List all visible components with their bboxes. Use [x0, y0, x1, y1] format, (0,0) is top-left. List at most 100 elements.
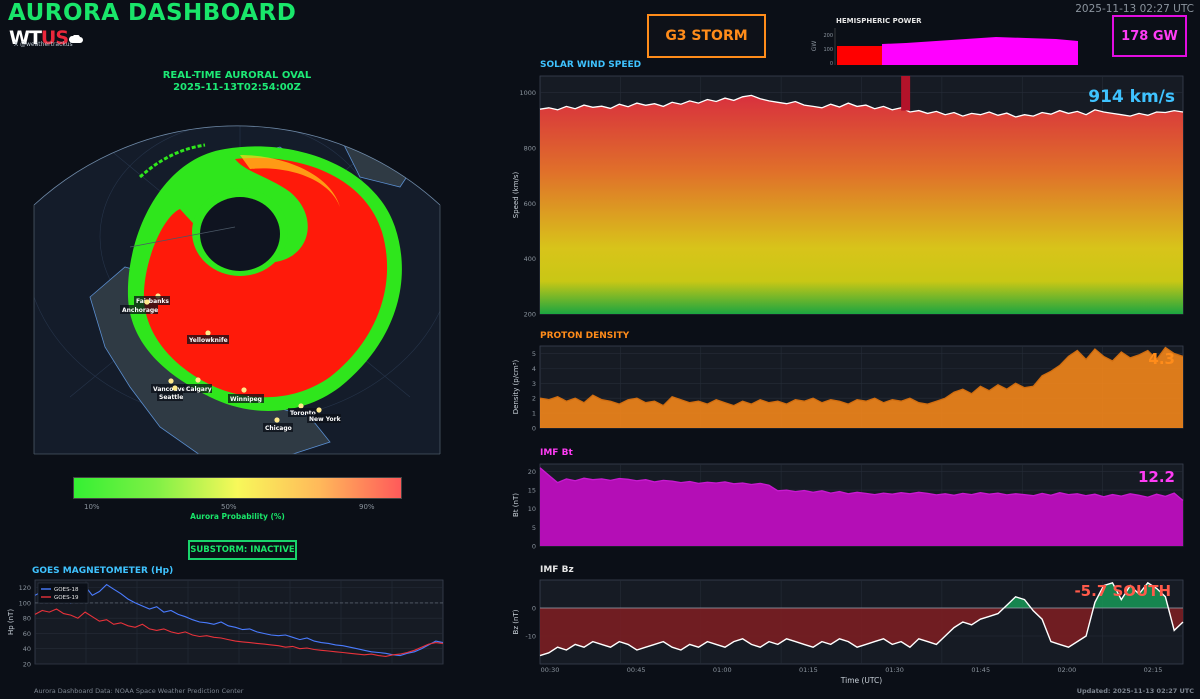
series-line: [539, 94, 1184, 118]
colorbar-tick-10: 10%: [84, 503, 100, 511]
y-tick-label: 4: [532, 365, 536, 373]
y-axis-label: Speed (km/s): [512, 171, 520, 218]
north-area: [540, 582, 1183, 608]
y-tick-label: 20: [23, 661, 31, 669]
hemispheric-power-title: HEMISPHERIC POWER: [836, 17, 922, 25]
city-label: New York: [309, 416, 342, 423]
series-line: [539, 467, 1184, 501]
x-tick-label: 02:00: [1057, 666, 1076, 674]
city-marker: New York: [307, 407, 342, 423]
proton-density-title: PROTON DENSITY: [540, 331, 630, 341]
hp-axis-label: GW: [811, 41, 818, 52]
y-tick-label: 600: [524, 200, 536, 208]
aurora-oval-timestamp: 2025-11-13T02:54:00Z: [173, 82, 301, 93]
y-tick-label: 100: [19, 599, 31, 607]
solar-wind-title: SOLAR WIND SPEED: [540, 60, 642, 70]
hp-tick-200: 200: [823, 33, 833, 39]
y-axis-label: Bz (nT): [512, 609, 520, 634]
hp-tick-0: 0: [830, 61, 833, 67]
x-tick-label: 00:45: [627, 666, 646, 674]
city-label: Calgary: [186, 386, 212, 393]
colorbar-tick-90: 90%: [359, 503, 375, 511]
city-marker: Chicago: [263, 417, 293, 432]
y-tick-label: 40: [23, 645, 31, 653]
aurora-oval-title-line1: REAL-TIME AURORAL OVAL: [162, 70, 312, 81]
city-label: Toronto: [290, 410, 316, 417]
y-tick-label: 3: [532, 380, 536, 388]
app-title: AURORA DASHBOARD: [8, 0, 297, 26]
hp-bar-moderate: [837, 46, 882, 65]
series-area: [540, 467, 1183, 546]
y-tick-label: 2: [532, 395, 536, 403]
city-marker: Anchorage: [120, 299, 158, 314]
y-tick-label: -10: [525, 633, 536, 641]
cloud-icon: [69, 34, 84, 43]
current-value: -5.7 SOUTH: [1074, 582, 1171, 600]
x-tick-label: 01:30: [885, 666, 904, 674]
hemispheric-power-chart: GW 200 100 0: [811, 28, 1078, 67]
logo-handle: X @weathertrackus: [14, 41, 73, 48]
current-value: 12.2: [1138, 468, 1175, 486]
footer-source: Aurora Dashboard Data: NOAA Space Weathe…: [34, 687, 244, 695]
series-line: [34, 583, 444, 657]
hp-bar-high: [882, 37, 1078, 65]
solar-wind-chart: 200 400 600 800 1000 Speed (km/s) 914 km/s: [512, 75, 1184, 319]
series-line: [539, 581, 1184, 657]
y-tick-label: 200: [524, 311, 536, 319]
y-tick-label: 120: [19, 584, 31, 592]
storm-level-badge: G3 STORM: [647, 14, 766, 58]
y-tick-label: 20: [528, 468, 536, 476]
y-tick-label: 5: [532, 524, 536, 532]
city-label: Fairbanks: [136, 298, 169, 305]
south-area: [540, 608, 1183, 656]
y-tick-label: 10: [528, 505, 536, 513]
series-line: [34, 608, 444, 657]
x-tick-label: 00:30: [541, 666, 560, 674]
city-label: Seattle: [159, 394, 183, 401]
city-marker: Winnipeg: [228, 387, 264, 403]
series-area: [540, 95, 1183, 315]
x-tick-label: 01:00: [713, 666, 732, 674]
x-axis-label: Time (UTC): [840, 676, 883, 685]
legend-entry: GOES-18: [54, 587, 79, 593]
y-tick-label: 800: [524, 144, 536, 152]
hp-tick-100: 100: [823, 47, 833, 53]
y-tick-label: 5: [532, 350, 536, 358]
goes-chart: 20 40 60 80 100 120 Hp (nT) GOES-18 GOES-19: [7, 579, 444, 669]
logo-accent: US: [40, 27, 69, 49]
y-tick-label: 1000: [519, 89, 536, 97]
city-marker: Calgary: [184, 377, 212, 393]
city-marker: Toronto: [288, 403, 318, 417]
y-tick-label: 0: [532, 605, 536, 613]
y-tick-label: 80: [23, 615, 31, 623]
series-area: [540, 347, 1183, 428]
y-tick-label: 0: [532, 425, 536, 433]
imf-bz-title: IMF Bz: [540, 565, 574, 575]
x-tick-label: 02:15: [1144, 666, 1163, 674]
imf-bt-title: IMF Bt: [540, 448, 573, 458]
footer-updated: Updated: 2025-11-13 02:27 UTC: [1076, 687, 1194, 695]
imf-bt-chart: 0 5 10 15 20 Bt (nT) 12.2: [512, 463, 1184, 551]
probability-colorbar: [73, 477, 402, 499]
y-tick-label: 400: [524, 255, 536, 263]
legend: GOES-18 GOES-19: [37, 582, 89, 604]
city-marker: Yellowknife: [187, 330, 229, 344]
aurora-oval-title: REAL-TIME AURORAL OVAL 2025-11-13T02:54:…: [137, 70, 337, 94]
proton-density-chart: 0 1 2 3 4 5 Density (p/cm³) 4.3: [512, 345, 1184, 433]
imf-bz-chart: -10 0 Bz (nT) -5.7 SOUTH 00:30 00:45 01:00 01:1…: [512, 579, 1184, 685]
y-axis-label: Hp (nT): [7, 609, 15, 635]
series-line: [539, 346, 1184, 407]
current-value: 914 km/s: [1088, 87, 1175, 107]
y-tick-label: 60: [23, 630, 31, 638]
aurora-map: Fairbanks Anchorage Yellowknife Vancouve…: [33, 125, 441, 455]
logo-main: WT: [9, 27, 42, 49]
city-label: Yellowknife: [188, 337, 228, 344]
logo: WTUS: [9, 27, 84, 49]
timestamp: 2025-11-13 02:27 UTC: [1075, 3, 1194, 15]
y-tick-label: 0: [532, 543, 536, 551]
colorbar-label: Aurora Probability (%): [190, 512, 285, 521]
substorm-status: SUBSTORM: INACTIVE: [188, 540, 297, 560]
goes-chart-title: GOES MAGNETOMETER (Hp): [32, 566, 174, 576]
x-tick-label: 01:45: [971, 666, 990, 674]
city-label: Chicago: [265, 425, 292, 432]
